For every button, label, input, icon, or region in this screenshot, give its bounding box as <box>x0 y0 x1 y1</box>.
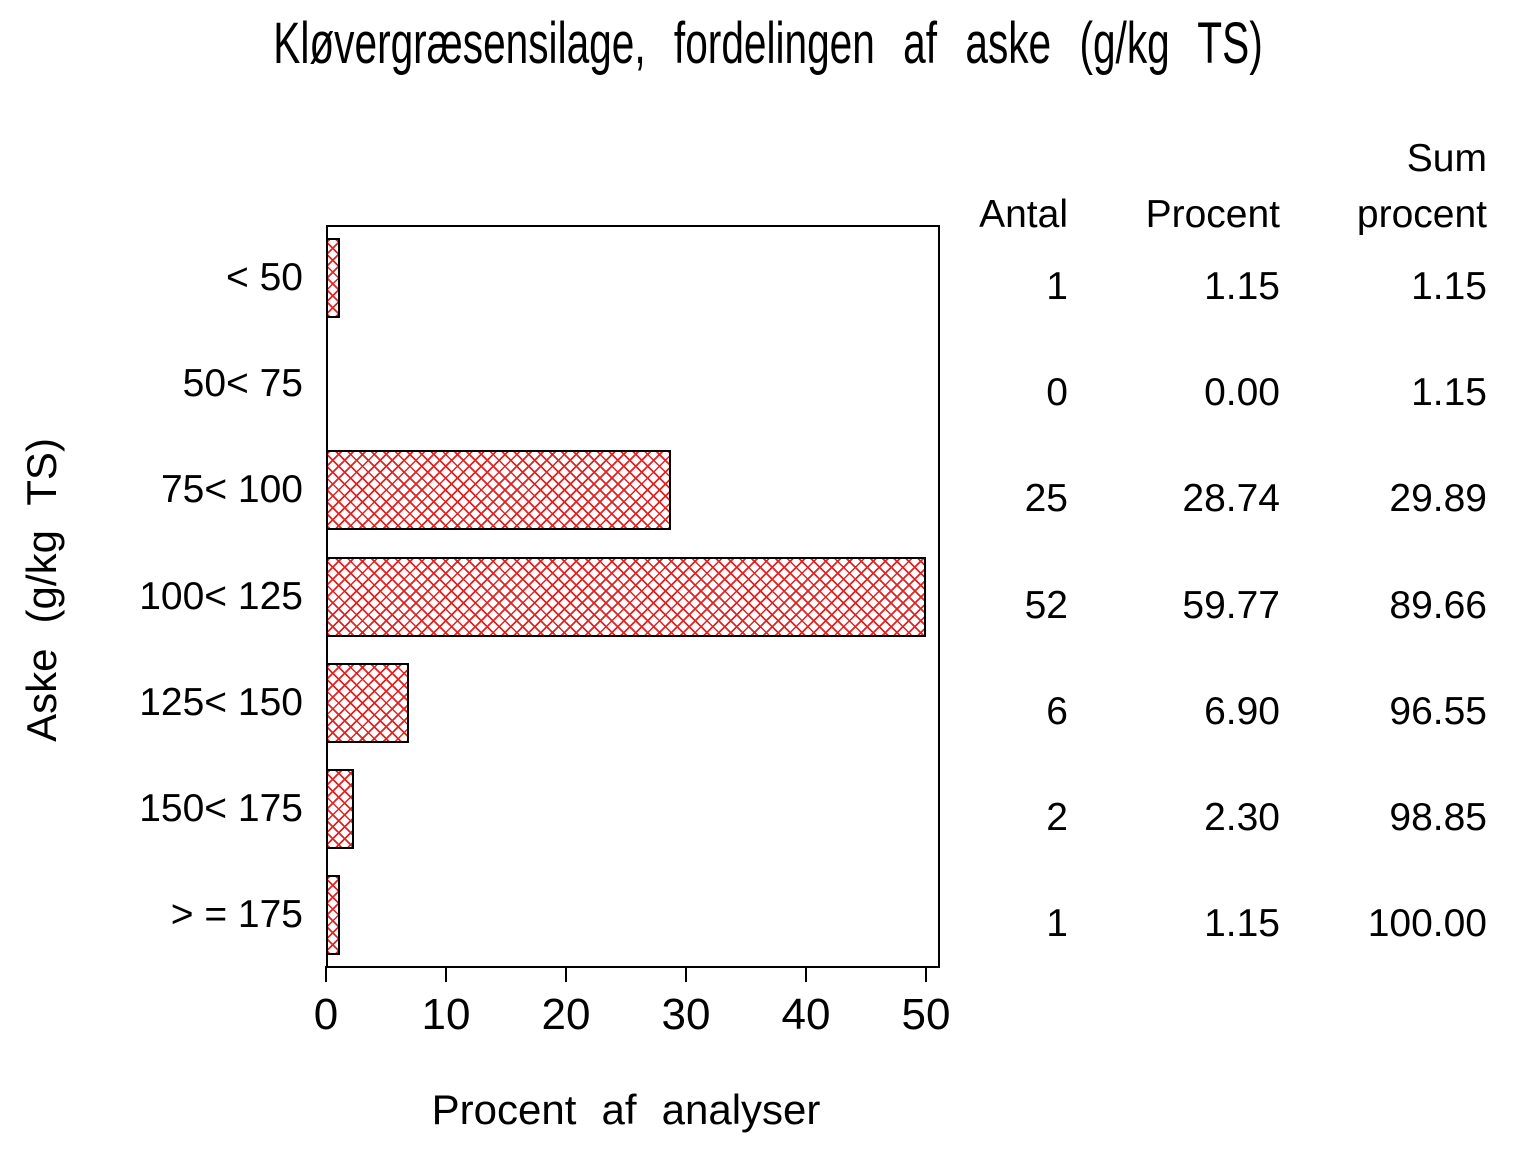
category-label: 100< 125 <box>139 574 303 618</box>
x-tick-label: 40 <box>781 990 831 1039</box>
table-cell-procent: 59.77 <box>1182 583 1280 627</box>
category-label: 125< 150 <box>139 680 303 724</box>
x-tick-label: 10 <box>421 990 471 1039</box>
table-cell-antal: 25 <box>1024 477 1068 521</box>
bar <box>326 662 409 743</box>
table-cell-procent: 6.90 <box>1204 689 1280 733</box>
table-cell-sum-procent: 100.00 <box>1367 901 1487 945</box>
table-cell-antal: 1 <box>1046 901 1068 945</box>
table-cell-antal: 0 <box>1046 371 1068 415</box>
category-label: > = 175 <box>170 892 303 936</box>
table-cell-sum-procent: 1.15 <box>1411 371 1487 415</box>
category-label: < 50 <box>226 256 303 300</box>
x-axis-title: Procent af analyser <box>431 1086 821 1133</box>
table-cell-antal: 52 <box>1024 583 1068 627</box>
table-cell-sum-procent: 29.89 <box>1389 477 1487 521</box>
category-label: 75< 100 <box>160 468 303 512</box>
table-cell-procent: 1.15 <box>1204 901 1280 945</box>
table-header-antal: Antal <box>979 193 1068 236</box>
x-tick-label: 20 <box>541 990 591 1039</box>
x-tick <box>325 966 327 982</box>
bar <box>326 768 354 849</box>
table-cell-sum-procent: 89.66 <box>1389 583 1487 627</box>
table-cell-antal: 1 <box>1046 265 1068 309</box>
table-cell-procent: 2.30 <box>1204 795 1280 839</box>
table-cell-procent: 1.15 <box>1204 265 1280 309</box>
table-cell-procent: 28.74 <box>1182 477 1280 521</box>
x-tick-label: 0 <box>313 990 339 1039</box>
category-label: 50< 75 <box>182 362 303 406</box>
table-header-procent: Procent <box>1145 193 1280 236</box>
x-tick <box>565 966 567 982</box>
table-header-sum-procent: procent <box>1356 193 1487 236</box>
table-cell-antal: 6 <box>1046 689 1068 733</box>
table-header-sum-procent: Sum <box>1406 137 1487 180</box>
x-tick <box>685 966 687 982</box>
chart-title: Kløvergræsensilage, fordelingen af aske … <box>273 11 1263 76</box>
bar <box>326 450 671 531</box>
x-tick <box>445 966 447 982</box>
table-cell-sum-procent: 96.55 <box>1389 689 1487 733</box>
bar <box>326 238 340 319</box>
table-cell-sum-procent: 98.85 <box>1389 795 1487 839</box>
bar <box>326 556 926 637</box>
x-tick-label: 30 <box>661 990 711 1039</box>
table-cell-sum-procent: 1.15 <box>1411 265 1487 309</box>
bar <box>326 874 340 955</box>
table-cell-procent: 0.00 <box>1204 371 1280 415</box>
x-tick <box>805 966 807 982</box>
table-cell-antal: 2 <box>1046 795 1068 839</box>
x-tick-label: 50 <box>901 990 951 1039</box>
x-tick <box>925 966 927 982</box>
category-label: 150< 175 <box>139 786 303 830</box>
